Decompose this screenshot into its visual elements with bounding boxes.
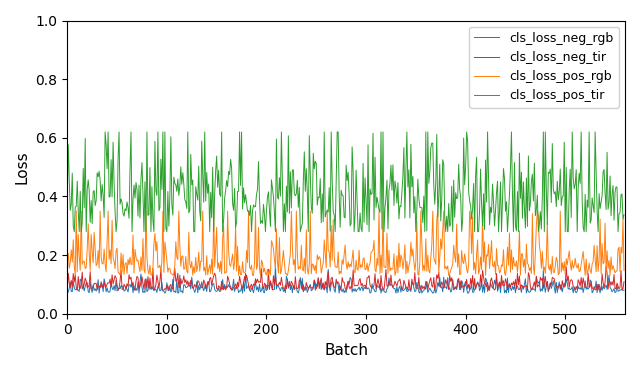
cls_loss_neg_rgb bbox=[271, 263, 279, 267]
cls_loss_pos_tir bbox=[63, 196, 71, 201]
cls_loss_neg_rgb bbox=[538, 287, 545, 291]
cls_loss_neg_rgb bbox=[109, 288, 117, 292]
cls_loss_pos_rgb bbox=[110, 259, 118, 264]
cls_loss_pos_tir bbox=[426, 170, 434, 175]
Line: cls_loss_neg_rgb: cls_loss_neg_rgb bbox=[67, 265, 624, 293]
cls_loss_pos_tir bbox=[67, 202, 75, 207]
cls_loss_neg_rgb bbox=[67, 289, 75, 294]
cls_loss_pos_rgb bbox=[457, 272, 465, 276]
cls_loss_pos_rgb bbox=[284, 273, 291, 278]
Legend: cls_loss_neg_rgb, cls_loss_neg_tir, cls_loss_pos_rgb, cls_loss_pos_tir: cls_loss_neg_rgb, cls_loss_neg_tir, cls_… bbox=[470, 27, 619, 107]
cls_loss_pos_tir bbox=[457, 195, 465, 200]
cls_loss_pos_tir bbox=[538, 227, 545, 231]
Line: cls_loss_pos_tir: cls_loss_pos_tir bbox=[67, 132, 624, 232]
cls_loss_neg_rgb bbox=[426, 286, 434, 290]
cls_loss_neg_rgb bbox=[620, 288, 628, 292]
cls_loss_pos_rgb bbox=[63, 260, 71, 265]
cls_loss_neg_tir bbox=[109, 282, 117, 286]
cls_loss_pos_rgb bbox=[538, 266, 545, 270]
cls_loss_neg_tir bbox=[550, 277, 558, 281]
cls_loss_neg_tir bbox=[536, 275, 544, 280]
cls_loss_neg_rgb bbox=[552, 291, 559, 295]
cls_loss_pos_rgb bbox=[552, 264, 559, 268]
cls_loss_neg_tir bbox=[63, 286, 71, 290]
cls_loss_neg_tir bbox=[67, 278, 75, 283]
cls_loss_neg_rgb bbox=[161, 291, 169, 295]
cls_loss_pos_tir bbox=[620, 213, 628, 217]
cls_loss_neg_tir bbox=[424, 287, 431, 291]
cls_loss_neg_tir bbox=[620, 279, 628, 284]
X-axis label: Batch: Batch bbox=[324, 343, 368, 358]
cls_loss_neg_tir bbox=[455, 276, 463, 280]
cls_loss_pos_tir bbox=[70, 229, 78, 234]
cls_loss_pos_tir bbox=[101, 130, 109, 134]
cls_loss_pos_tir bbox=[552, 189, 559, 194]
cls_loss_neg_tir bbox=[602, 264, 610, 269]
cls_loss_neg_rgb bbox=[63, 287, 71, 292]
Line: cls_loss_pos_rgb: cls_loss_pos_rgb bbox=[67, 211, 624, 276]
cls_loss_neg_rgb bbox=[457, 288, 465, 292]
cls_loss_pos_rgb bbox=[67, 248, 75, 252]
cls_loss_pos_tir bbox=[111, 209, 119, 214]
cls_loss_pos_rgb bbox=[72, 209, 80, 213]
Y-axis label: Loss: Loss bbox=[15, 150, 30, 184]
Line: cls_loss_neg_tir: cls_loss_neg_tir bbox=[67, 266, 624, 290]
cls_loss_neg_tir bbox=[486, 288, 493, 292]
cls_loss_pos_rgb bbox=[426, 271, 434, 275]
cls_loss_pos_rgb bbox=[620, 268, 628, 273]
